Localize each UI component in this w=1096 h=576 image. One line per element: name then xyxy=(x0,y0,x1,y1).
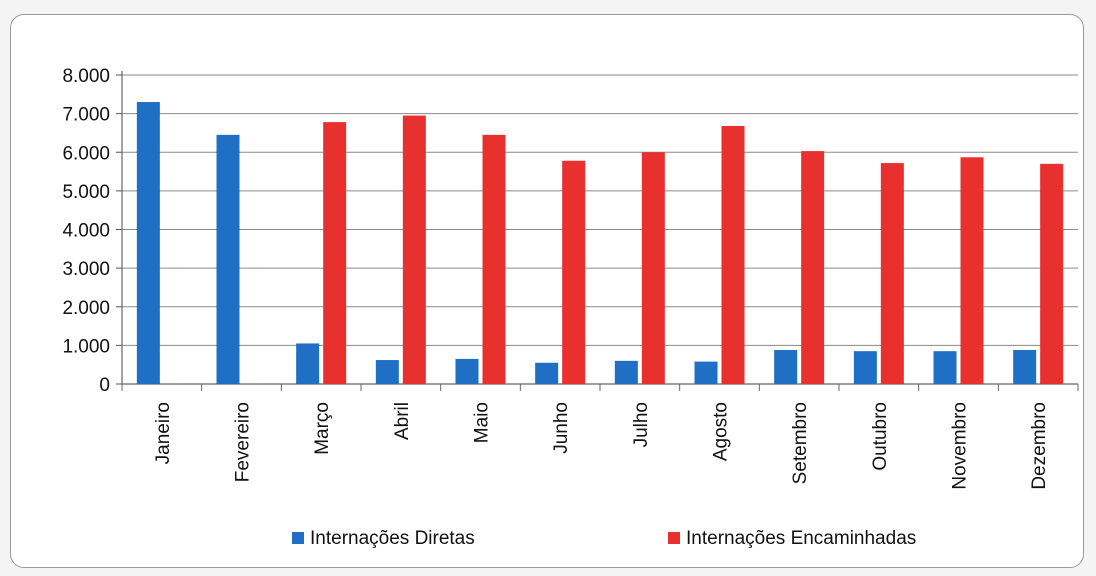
bar-diretas xyxy=(694,361,718,384)
y-tick-label: 3.000 xyxy=(62,259,110,280)
x-tick-label: Junho xyxy=(551,402,572,454)
x-tick-label: Dezembro xyxy=(1029,402,1050,490)
x-tick-label: Fevereiro xyxy=(233,402,254,482)
legend-swatch xyxy=(292,532,304,544)
y-tick-label: 5.000 xyxy=(62,182,110,203)
bar-encaminhadas xyxy=(402,115,426,385)
bar-diretas xyxy=(375,360,399,384)
bar-diretas xyxy=(1013,350,1037,384)
x-tick-label: Setembro xyxy=(790,402,811,484)
y-tick-label: 7.000 xyxy=(62,105,110,126)
y-tick-label: 0 xyxy=(99,375,110,396)
bar-encaminhadas xyxy=(323,122,347,384)
legend-label: Internações Encaminhadas xyxy=(686,528,916,549)
bar-encaminhadas xyxy=(1040,163,1064,384)
bar-encaminhadas xyxy=(960,157,984,384)
x-tick-label: Janeiro xyxy=(153,402,174,464)
bar-encaminhadas xyxy=(801,151,825,384)
x-tick-label: Maio xyxy=(472,402,493,443)
bar-encaminhadas xyxy=(721,125,745,385)
bar-diretas xyxy=(774,350,798,384)
y-tick-label: 8.000 xyxy=(62,66,110,87)
bar-diretas xyxy=(136,102,160,384)
bar-encaminhadas xyxy=(641,152,665,384)
bar-encaminhadas xyxy=(562,160,586,384)
bar-diretas xyxy=(614,360,638,384)
bar-diretas xyxy=(933,351,957,384)
bar-diretas xyxy=(296,343,320,384)
bar-encaminhadas xyxy=(482,134,506,384)
x-tick-label: Abril xyxy=(392,402,413,440)
legend-label: Internações Diretas xyxy=(310,528,475,549)
bar-encaminhadas xyxy=(880,163,904,384)
bar-diretas xyxy=(853,351,877,384)
x-tick-label: Agosto xyxy=(711,402,732,461)
bar-diretas xyxy=(455,358,479,384)
y-tick-label: 1.000 xyxy=(62,336,110,357)
chart-frame xyxy=(10,14,1084,568)
y-tick-label: 2.000 xyxy=(62,298,110,319)
y-tick-label: 6.000 xyxy=(62,143,110,164)
legend-swatch xyxy=(668,532,680,544)
x-tick-label: Julho xyxy=(631,402,652,447)
x-tick-label: Outubro xyxy=(870,402,891,471)
x-tick-label: Novembro xyxy=(950,402,971,490)
x-tick-label: Março xyxy=(312,402,333,455)
bar-diretas xyxy=(216,134,240,384)
y-tick-label: 4.000 xyxy=(62,221,110,242)
bar-diretas xyxy=(535,362,559,384)
